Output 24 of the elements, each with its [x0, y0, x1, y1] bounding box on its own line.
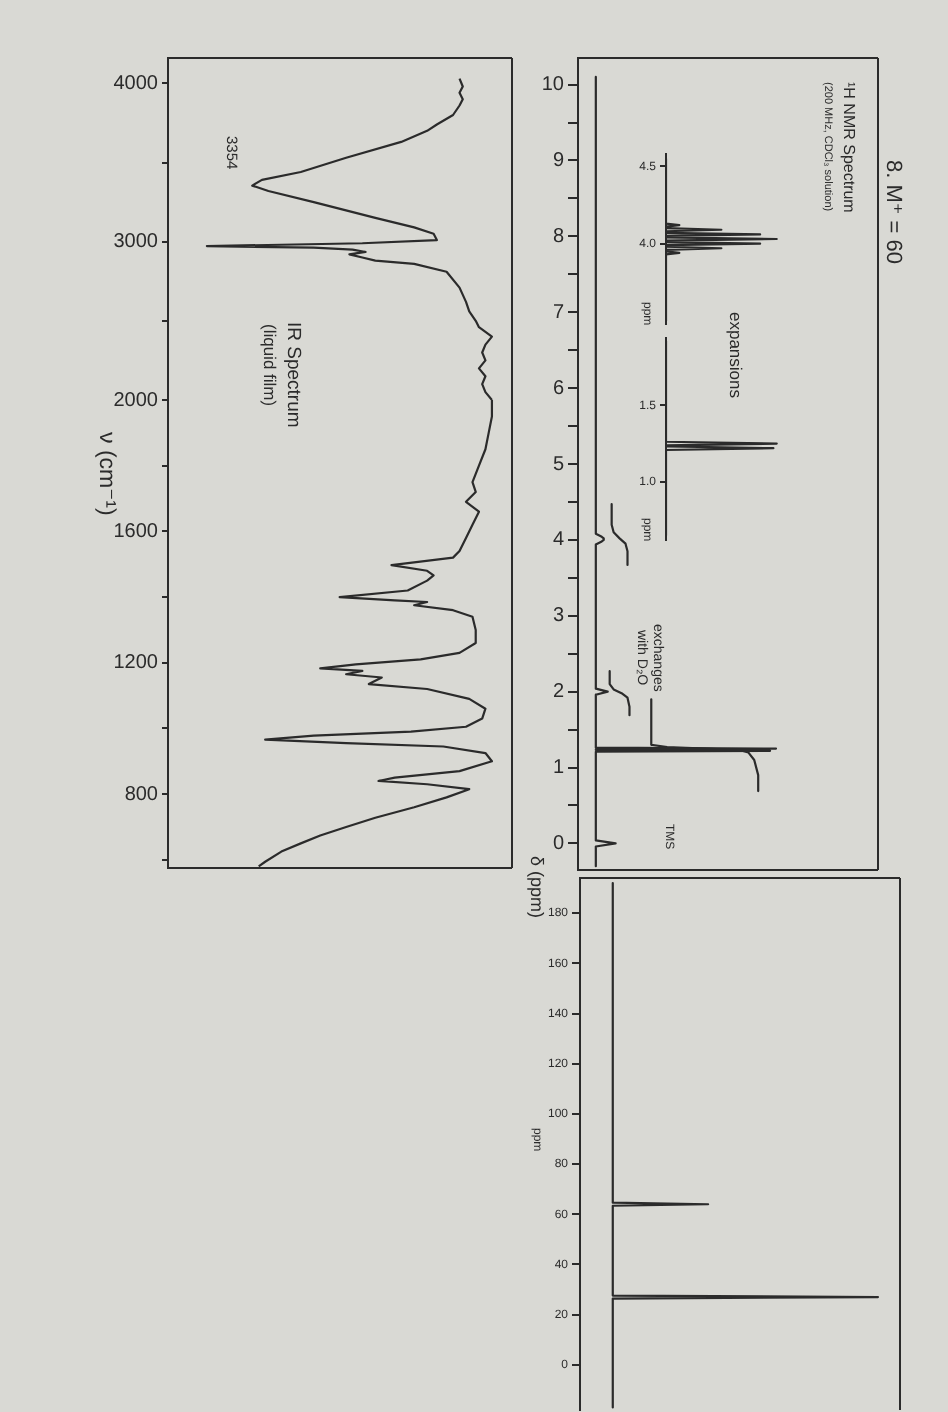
y-tick-label: 9	[552, 149, 565, 172]
y-tick-label: 8	[552, 225, 565, 248]
y-tick-label: 10	[541, 74, 565, 97]
y-tick-label: 3	[552, 605, 565, 628]
y-tick-label: 1	[552, 757, 565, 780]
y-tick-label: 4	[552, 529, 565, 552]
y-tick-label: 800	[124, 783, 159, 806]
y-tick-label: 6	[552, 377, 565, 400]
y-tick-label: 1200	[113, 652, 159, 675]
y-tick-label: 7	[552, 301, 565, 324]
y-tick-label: 4000	[113, 72, 159, 95]
text: IR Spectrum	[280, 322, 304, 428]
y-tick-label: 2000	[113, 389, 159, 412]
text: (liquid film)	[258, 324, 280, 407]
y-axis-title: δ (ppm)	[526, 856, 547, 919]
y-axis-title: ν (cm⁻¹)	[92, 432, 119, 516]
y-tick-label: 0	[552, 832, 565, 855]
y-tick-label: 3000	[113, 231, 159, 254]
y-tick-label: 2	[552, 681, 565, 704]
y-tick-label: 1600	[113, 520, 159, 543]
annotation: expansions	[724, 312, 746, 399]
text: ¹H NMR Spectrum	[840, 82, 859, 213]
text: 8. M⁺ = 60	[880, 160, 906, 264]
y-tick-label: 5	[552, 453, 565, 476]
